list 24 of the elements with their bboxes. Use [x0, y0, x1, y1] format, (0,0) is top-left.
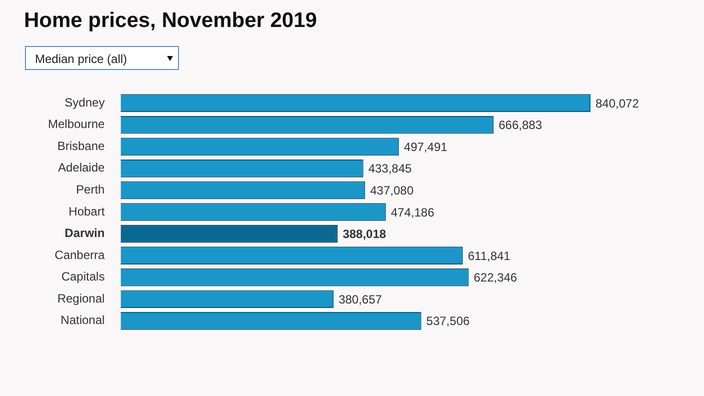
y-tick-label: Canberra: [54, 248, 106, 262]
data-label: 388,018: [342, 227, 386, 242]
data-label: 611,841: [468, 248, 511, 263]
y-tick-label: Perth: [76, 182, 105, 197]
data-label: 380,657: [338, 292, 382, 306]
data-label: 666,883: [498, 118, 542, 132]
y-tick-label: Adelaide: [58, 160, 106, 175]
data-label: 433,845: [368, 162, 412, 176]
data-label: 622,346: [474, 270, 518, 285]
y-tick-label: Brisbane: [57, 138, 106, 153]
y-tick-label: Hobart: [68, 204, 106, 218]
data-label: 537,506: [426, 314, 470, 328]
y-tick-label: Capitals: [61, 270, 105, 284]
y-tick-label: Sydney: [64, 95, 105, 110]
chart-title: Home prices, November 2019: [24, 9, 317, 33]
dropdown: Median price (all): [25, 46, 179, 70]
y-tick-label: National: [60, 313, 105, 328]
y-tick-label: Darwin: [64, 226, 105, 240]
data-label: 474,186: [390, 205, 435, 220]
data-label: 437,080: [370, 184, 414, 198]
data-label: 497,491: [404, 140, 448, 154]
data-label: 840,072: [595, 96, 640, 110]
y-tick-label: Regional: [57, 291, 105, 306]
y-tick-label: Melbourne: [48, 117, 106, 132]
